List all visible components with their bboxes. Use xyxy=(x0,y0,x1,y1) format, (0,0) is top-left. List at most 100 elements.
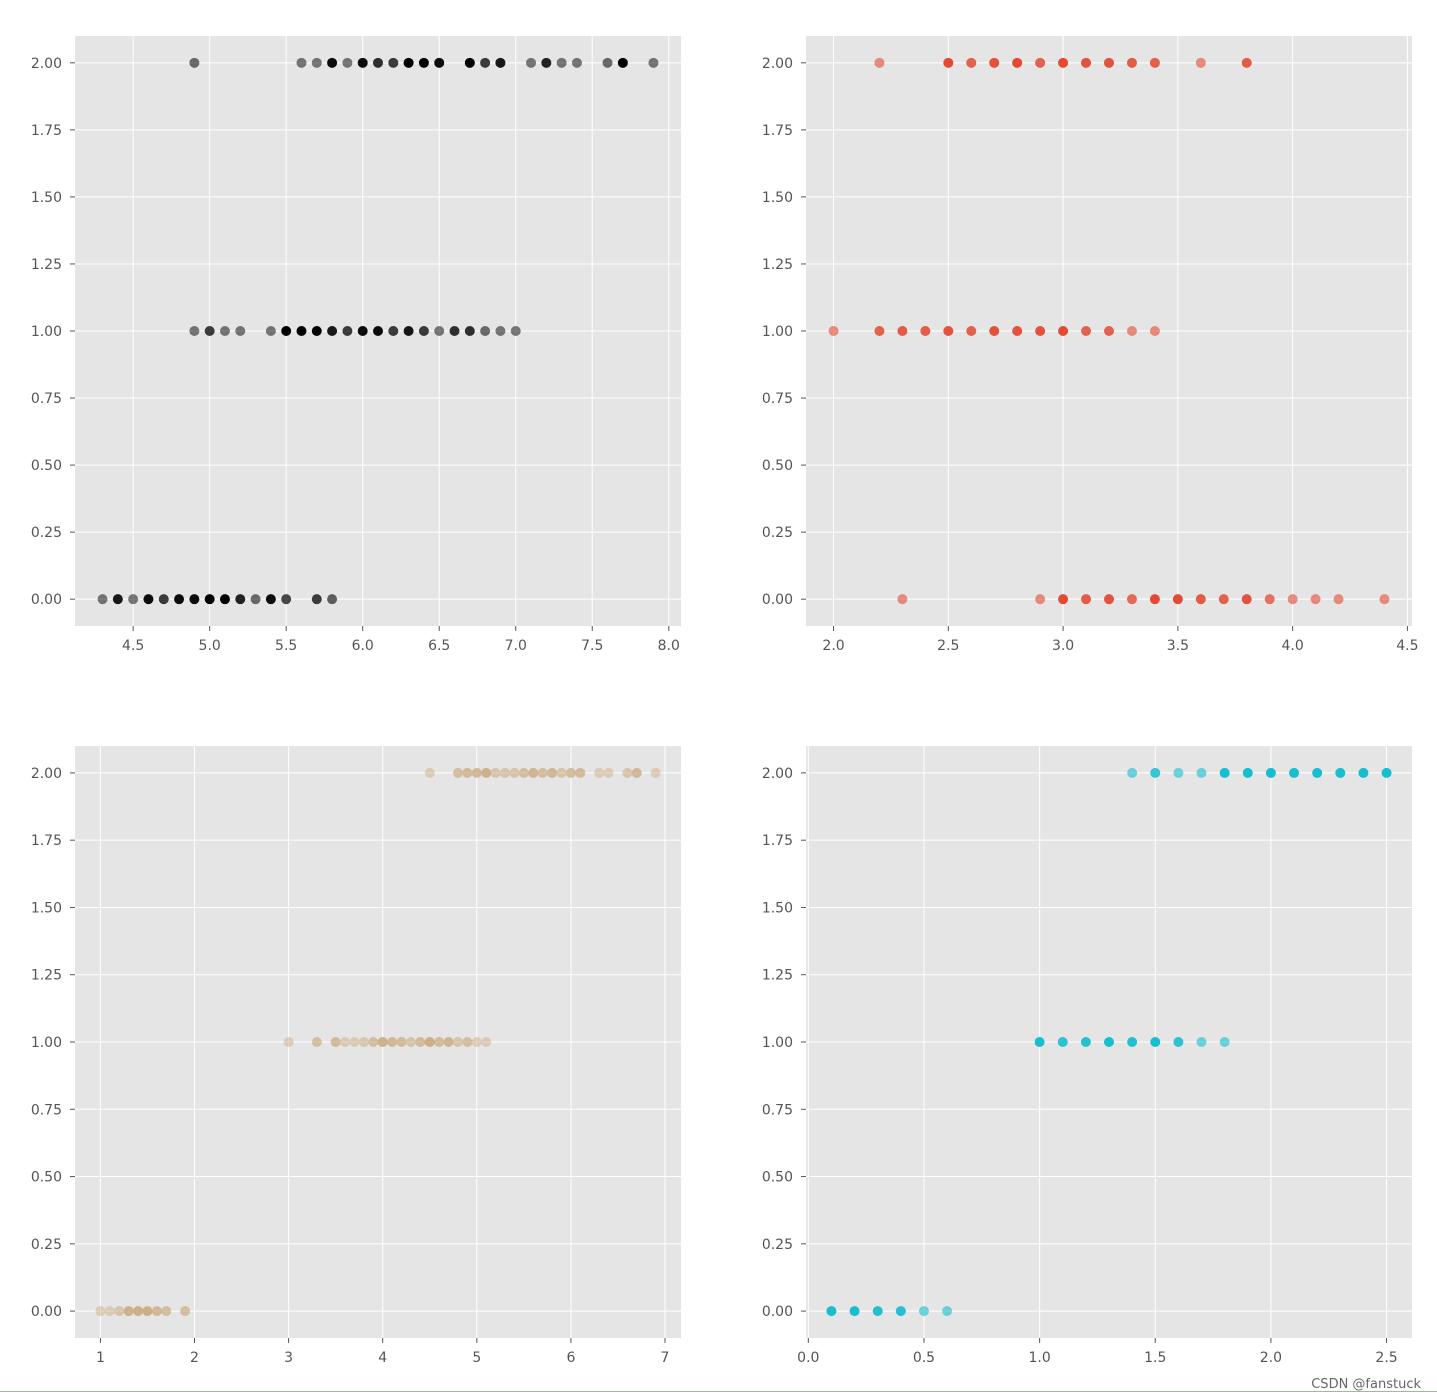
scatter-point xyxy=(509,767,520,778)
scatter-point xyxy=(452,767,463,778)
scatter-point xyxy=(368,1037,379,1047)
scatter-point xyxy=(161,1306,172,1317)
scatter-point xyxy=(1127,767,1138,778)
y-tick-label: 1.25 xyxy=(31,257,62,273)
scatter-point xyxy=(235,594,246,605)
scatter-point xyxy=(462,1037,473,1047)
scatter-point xyxy=(464,57,475,68)
scatter-point xyxy=(281,326,292,336)
scatter-point xyxy=(377,1037,388,1047)
scatter-point xyxy=(556,767,567,778)
scatter-point xyxy=(1310,594,1321,605)
scatter-point xyxy=(189,326,200,336)
y-tick-label: 1.25 xyxy=(31,968,62,984)
scatter-point xyxy=(340,1037,351,1047)
watermark: CSDN @fanstuck xyxy=(1311,1377,1421,1392)
scatter-point xyxy=(966,326,977,336)
y-tick-label: 1.50 xyxy=(762,190,793,206)
x-tick-label: 2 xyxy=(190,1350,199,1366)
scatter-point xyxy=(1195,594,1206,605)
scatter-point xyxy=(449,326,460,336)
scatter-point xyxy=(1057,1037,1068,1047)
y-tick-label: 1.75 xyxy=(762,833,793,849)
scatter-point xyxy=(133,1306,144,1317)
y-tick-label: 1.00 xyxy=(762,1035,793,1051)
scatter-point xyxy=(1381,767,1392,778)
x-tick-label: 2.0 xyxy=(822,638,844,654)
x-tick-label: 8.0 xyxy=(658,638,680,654)
scatter-point xyxy=(1242,767,1253,778)
scatter-point xyxy=(603,767,614,778)
scatter-point xyxy=(342,326,353,336)
y-tick-label: 0.50 xyxy=(31,1170,62,1186)
scatter-point xyxy=(565,767,576,778)
scatter-point xyxy=(480,57,491,68)
scatter-point xyxy=(142,1306,153,1317)
y-tick-label: 0.25 xyxy=(31,1237,62,1253)
x-tick-label: 6.0 xyxy=(352,638,374,654)
y-tick-label: 2.00 xyxy=(762,766,793,782)
scatter-point xyxy=(296,326,307,336)
scatter-point xyxy=(1333,594,1344,605)
scatter-point xyxy=(405,1037,416,1047)
x-tick-label: 0.5 xyxy=(913,1350,935,1366)
scatter-point xyxy=(112,594,123,605)
scatter-point xyxy=(1127,1037,1138,1047)
y-tick-label: 2.00 xyxy=(31,56,62,72)
scatter-point xyxy=(1080,1037,1091,1047)
scatter-point xyxy=(1149,326,1160,336)
scatter-point xyxy=(826,1306,837,1317)
scatter-point xyxy=(358,1037,369,1047)
y-tick-label: 0.00 xyxy=(762,592,793,608)
y-tick-label: 0.00 xyxy=(31,592,62,608)
scatter-point xyxy=(622,767,633,778)
scatter-point xyxy=(1196,767,1207,778)
x-tick-label: 3.5 xyxy=(1167,638,1189,654)
y-tick-label: 1.00 xyxy=(31,324,62,340)
scatter-point xyxy=(895,1306,906,1317)
scatter-point xyxy=(920,326,931,336)
scatter-point xyxy=(874,57,885,68)
scatter-point xyxy=(1172,594,1183,605)
scatter-point xyxy=(204,594,215,605)
scatter-point xyxy=(874,326,885,336)
scatter-point xyxy=(311,1037,322,1047)
scatter-point xyxy=(547,767,558,778)
x-tick-label: 7 xyxy=(661,1350,670,1366)
scatter-point xyxy=(528,767,539,778)
scatter-point xyxy=(311,326,322,336)
scatter-point xyxy=(481,767,492,778)
x-tick-label: 5 xyxy=(472,1350,481,1366)
scatter-point xyxy=(1196,1037,1207,1047)
subplot-top-left: 4.5 5.0 5.5 6.0 6.5 7.0 7.5 8.0 0.00 0.25 0.50 0.75… xyxy=(31,36,681,654)
x-tick-label: 4 xyxy=(378,1350,387,1366)
scatter-point xyxy=(849,1306,860,1317)
scatter-point xyxy=(388,57,399,68)
scatter-point xyxy=(648,57,659,68)
y-tick-label: 1.25 xyxy=(762,968,793,984)
scatter-point xyxy=(1058,594,1069,605)
scatter-point xyxy=(966,57,977,68)
scatter-point xyxy=(464,326,475,336)
x-tick-label: 7.5 xyxy=(581,638,603,654)
scatter-point xyxy=(943,326,954,336)
x-tick-label: 4.0 xyxy=(1282,638,1304,654)
scatter-point xyxy=(434,57,445,68)
scatter-point xyxy=(235,326,246,336)
scatter-point xyxy=(180,1306,191,1317)
scatter-point xyxy=(500,767,511,778)
y-tick-label: 0.25 xyxy=(31,525,62,541)
scatter-point xyxy=(327,326,338,336)
scatter-point xyxy=(1241,57,1252,68)
scatter-point xyxy=(342,57,353,68)
scatter-point xyxy=(1104,326,1114,336)
scatter-point xyxy=(1195,57,1206,68)
scatter-point xyxy=(189,57,200,68)
scatter-point xyxy=(104,1306,115,1317)
scatter-point xyxy=(571,57,582,68)
y-tick-label: 1.00 xyxy=(762,324,793,340)
y-tick-label: 1.50 xyxy=(31,900,62,916)
scatter-point xyxy=(452,1037,463,1047)
scatter-point xyxy=(1058,57,1069,68)
x-tick-label: 2.5 xyxy=(1375,1350,1397,1366)
